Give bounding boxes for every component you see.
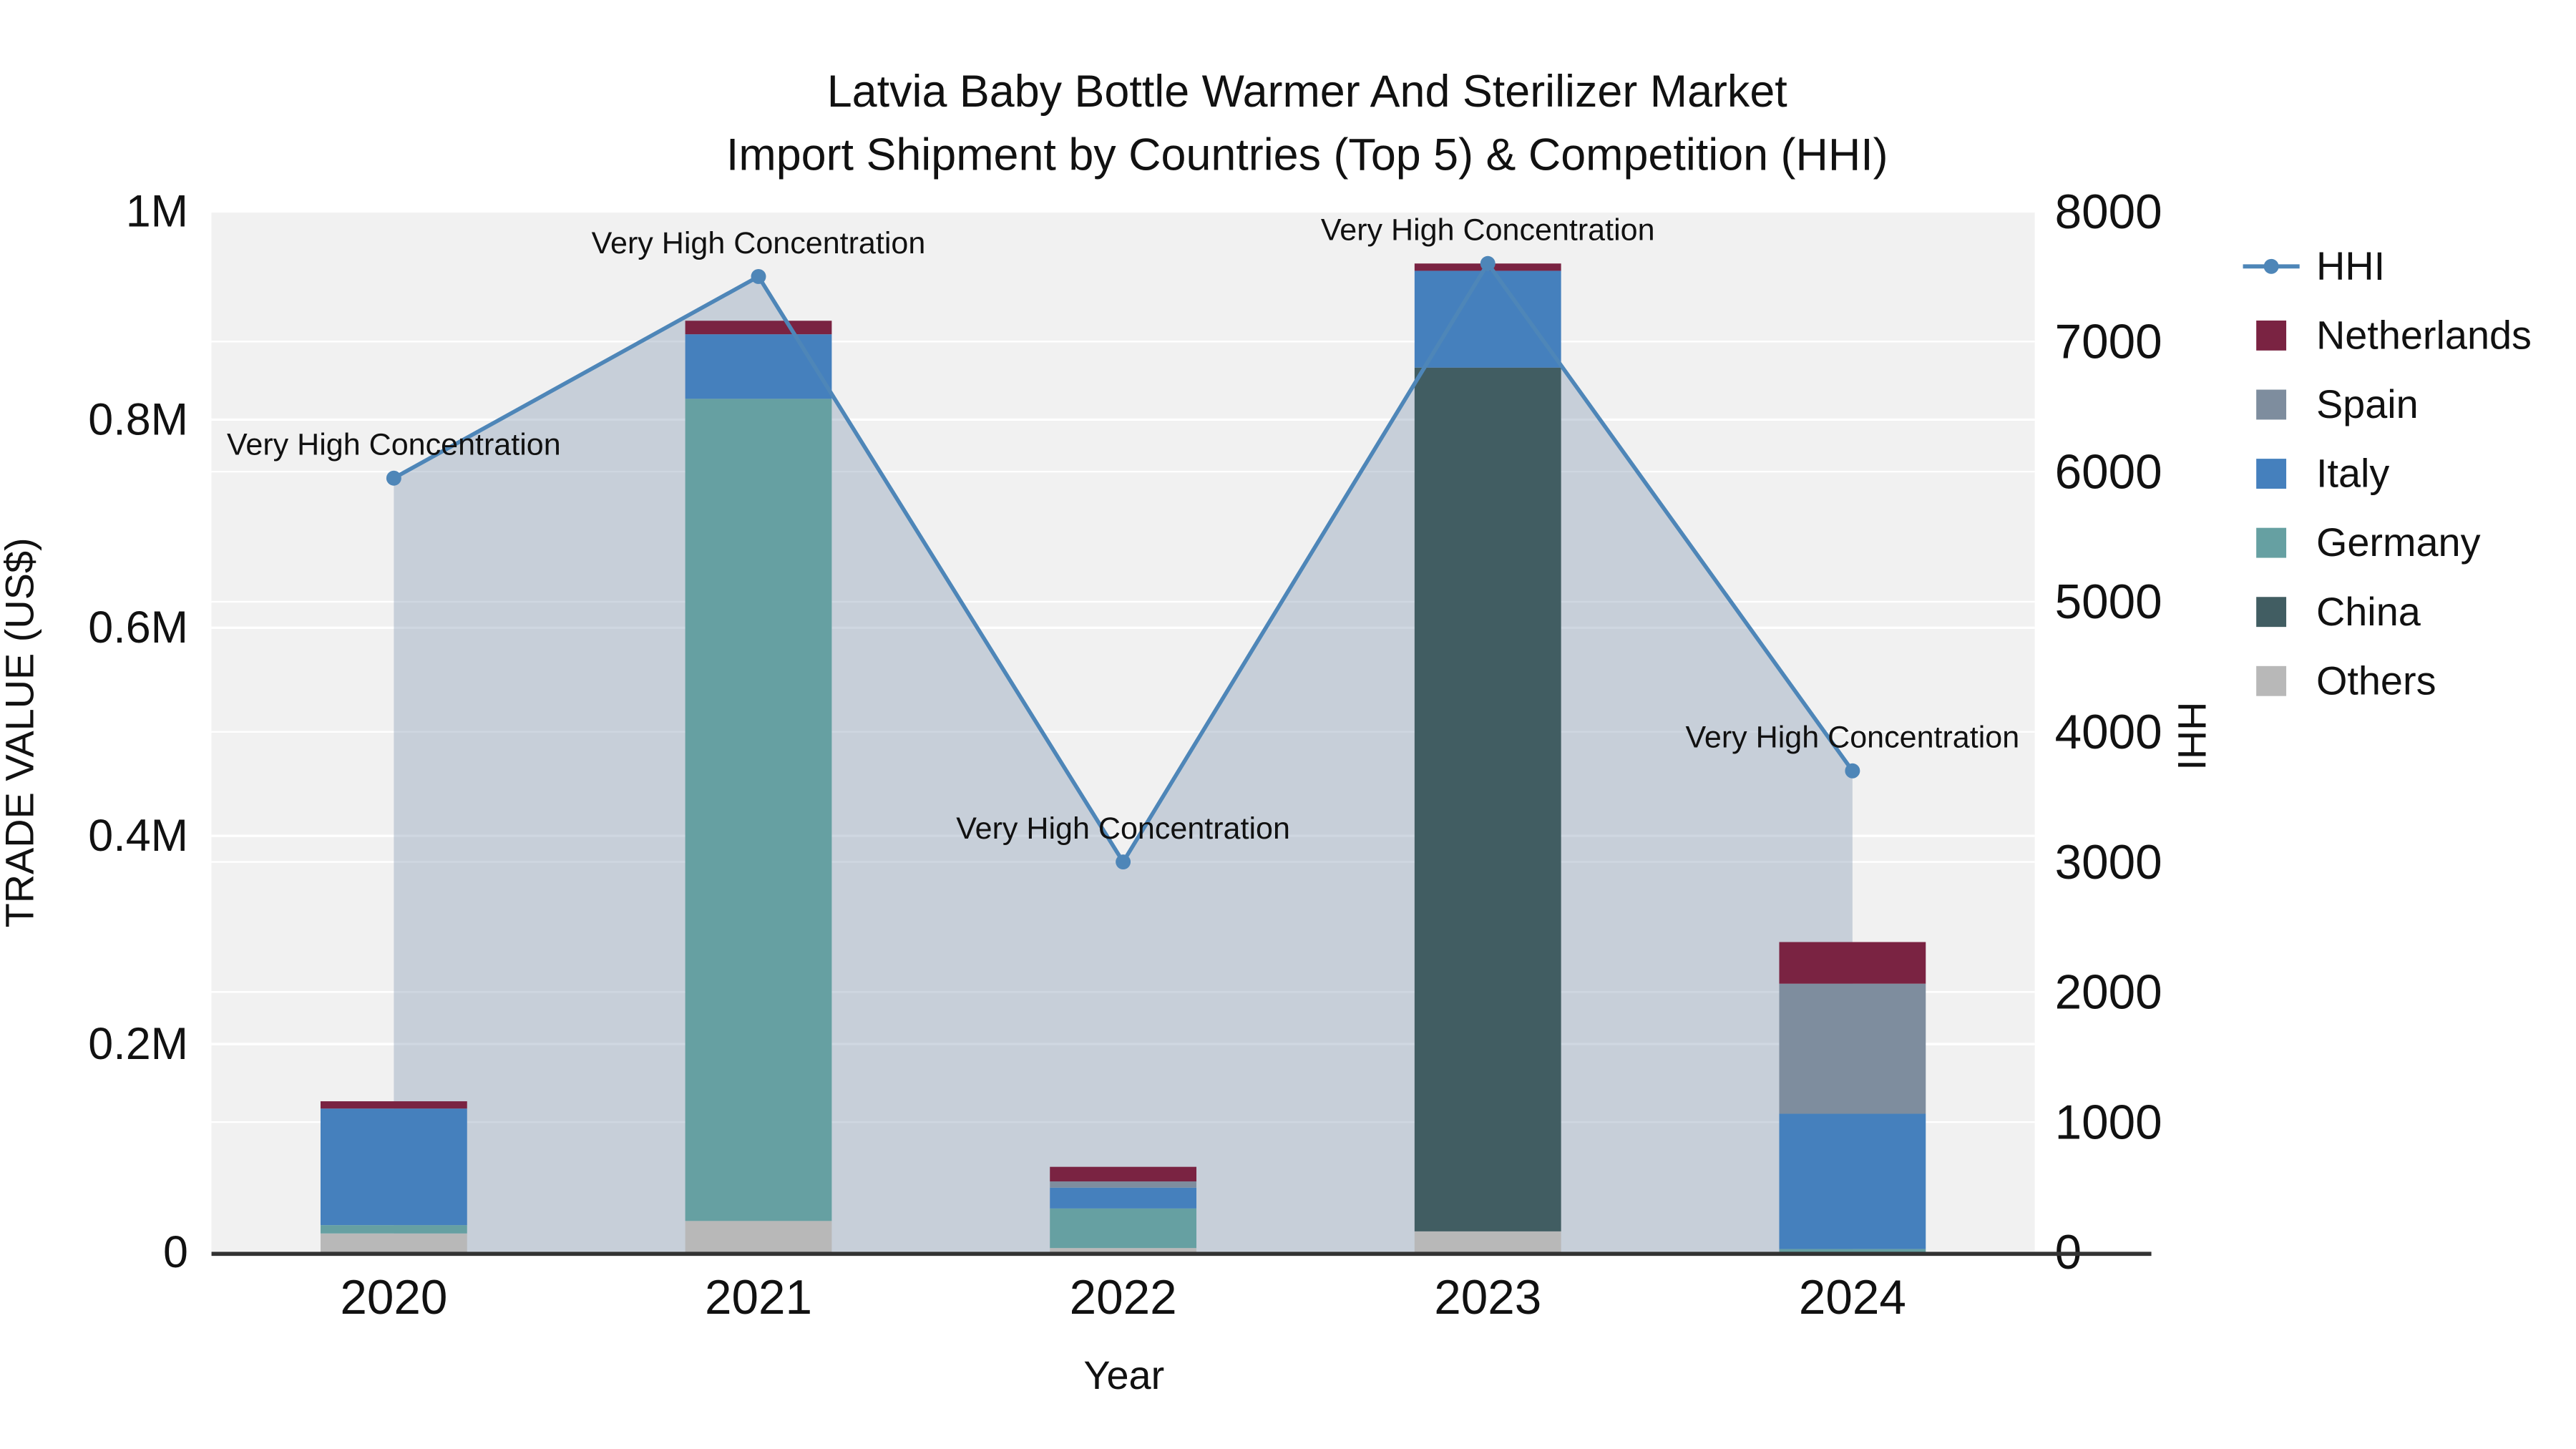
y-left-tick-label: 0.2M (88, 1019, 188, 1069)
bar-netherlands-2021[interactable] (685, 321, 832, 335)
legend-label: Others (2316, 658, 2436, 703)
bar-netherlands-2024[interactable] (1779, 942, 1926, 984)
hhi-point-2022[interactable] (1116, 854, 1131, 870)
y2-axis-title: HHI (2170, 701, 2215, 770)
y-right-tick-label: 3000 (2055, 836, 2162, 889)
legend: HHI Netherlands Spain Italy Germany China Othe… (2243, 243, 2532, 703)
bar-germany-2022[interactable] (1050, 1208, 1197, 1249)
legend-swatch (2256, 597, 2287, 628)
y-left-tick-label: 0.8M (88, 394, 188, 444)
legend-label: Italy (2316, 451, 2389, 496)
bar-spain-2024[interactable] (1779, 983, 1926, 1114)
legend-swatch (2256, 459, 2287, 489)
annotation-2021: Very High Concentration (592, 226, 926, 260)
hhi-point-2020[interactable] (386, 470, 401, 486)
y-left-tick-label: 0.6M (88, 602, 188, 653)
bar-netherlands-2020[interactable] (320, 1101, 467, 1109)
legend-marker-icon (2263, 258, 2279, 274)
legend-item-netherlands[interactable]: Netherlands (2256, 313, 2532, 358)
legend-swatch (2256, 320, 2287, 351)
legend-item-hhi[interactable]: HHI (2243, 243, 2386, 288)
y-right-tick-label: 4000 (2055, 706, 2162, 759)
legend-item-others[interactable]: Others (2256, 658, 2436, 703)
chart-title-line1: Latvia Baby Bottle Warmer And Sterilizer… (827, 67, 1787, 117)
legend-item-spain[interactable]: Spain (2256, 381, 2419, 426)
bar-germany-2024[interactable] (1779, 1249, 1926, 1252)
bar-italy-2020[interactable] (320, 1108, 467, 1226)
chart-title-line2: Import Shipment by Countries (Top 5) & C… (726, 130, 1888, 180)
hhi-point-2024[interactable] (1845, 763, 1860, 779)
y-left-tick-label: 1M (126, 186, 188, 236)
x-tick-label: 2022 (1070, 1271, 1177, 1324)
bar-others-2021[interactable] (685, 1221, 832, 1252)
y-right-tick-label: 5000 (2055, 575, 2162, 629)
bar-germany-2020[interactable] (320, 1225, 467, 1234)
bar-others-2022[interactable] (1050, 1248, 1197, 1252)
x-tick-label: 2021 (705, 1271, 812, 1324)
y-right-tick-label: 1000 (2055, 1096, 2162, 1149)
y-left-tick-label: 0.4M (88, 811, 188, 861)
annotation-2022: Very High Concentration (956, 811, 1290, 846)
bar-china-2023[interactable] (1414, 367, 1561, 1231)
bar-germany-2021[interactable] (685, 399, 832, 1221)
bar-italy-2021[interactable] (685, 334, 832, 399)
annotation-2024: Very High Concentration (1686, 721, 2020, 755)
y-right-tick-label: 6000 (2055, 445, 2162, 499)
legend-item-germany[interactable]: Germany (2256, 519, 2481, 565)
legend-label: China (2316, 589, 2421, 634)
y-axis-title: TRADE VALUE (US$) (0, 537, 42, 927)
x-tick-label: 2020 (340, 1271, 447, 1324)
plot-area: Very High Concentration Very High Concent… (88, 185, 2162, 1324)
hhi-point-2023[interactable] (1480, 255, 1496, 271)
bar-italy-2024[interactable] (1779, 1113, 1926, 1249)
legend-label: Spain (2316, 381, 2419, 426)
bar-others-2023[interactable] (1414, 1231, 1561, 1252)
legend-item-italy[interactable]: Italy (2256, 451, 2389, 496)
legend-label: Germany (2316, 519, 2481, 565)
y-right-tick-label: 2000 (2055, 966, 2162, 1020)
y-right-tick-label: 8000 (2055, 185, 2162, 239)
x-tick-label: 2024 (1799, 1271, 1906, 1324)
legend-item-china[interactable]: China (2256, 589, 2421, 634)
y-left-tick-label: 0 (163, 1227, 188, 1277)
legend-swatch (2256, 527, 2287, 558)
bar-italy-2022[interactable] (1050, 1187, 1197, 1209)
bar-others-2020[interactable] (320, 1233, 467, 1252)
annotation-2023: Very High Concentration (1321, 213, 1655, 248)
bar-netherlands-2022[interactable] (1050, 1166, 1197, 1182)
legend-swatch (2256, 389, 2287, 420)
hhi-point-2021[interactable] (751, 268, 766, 284)
bar-spain-2022[interactable] (1050, 1181, 1197, 1188)
annotation-2020: Very High Concentration (227, 428, 561, 462)
legend-label: HHI (2316, 243, 2385, 288)
x-axis-title: Year (1083, 1352, 1164, 1397)
legend-swatch (2256, 665, 2287, 696)
legend-label: Netherlands (2316, 313, 2532, 358)
bar-italy-2023[interactable] (1414, 270, 1561, 368)
x-tick-label: 2023 (1434, 1271, 1541, 1324)
y-right-tick-label: 7000 (2055, 316, 2162, 369)
